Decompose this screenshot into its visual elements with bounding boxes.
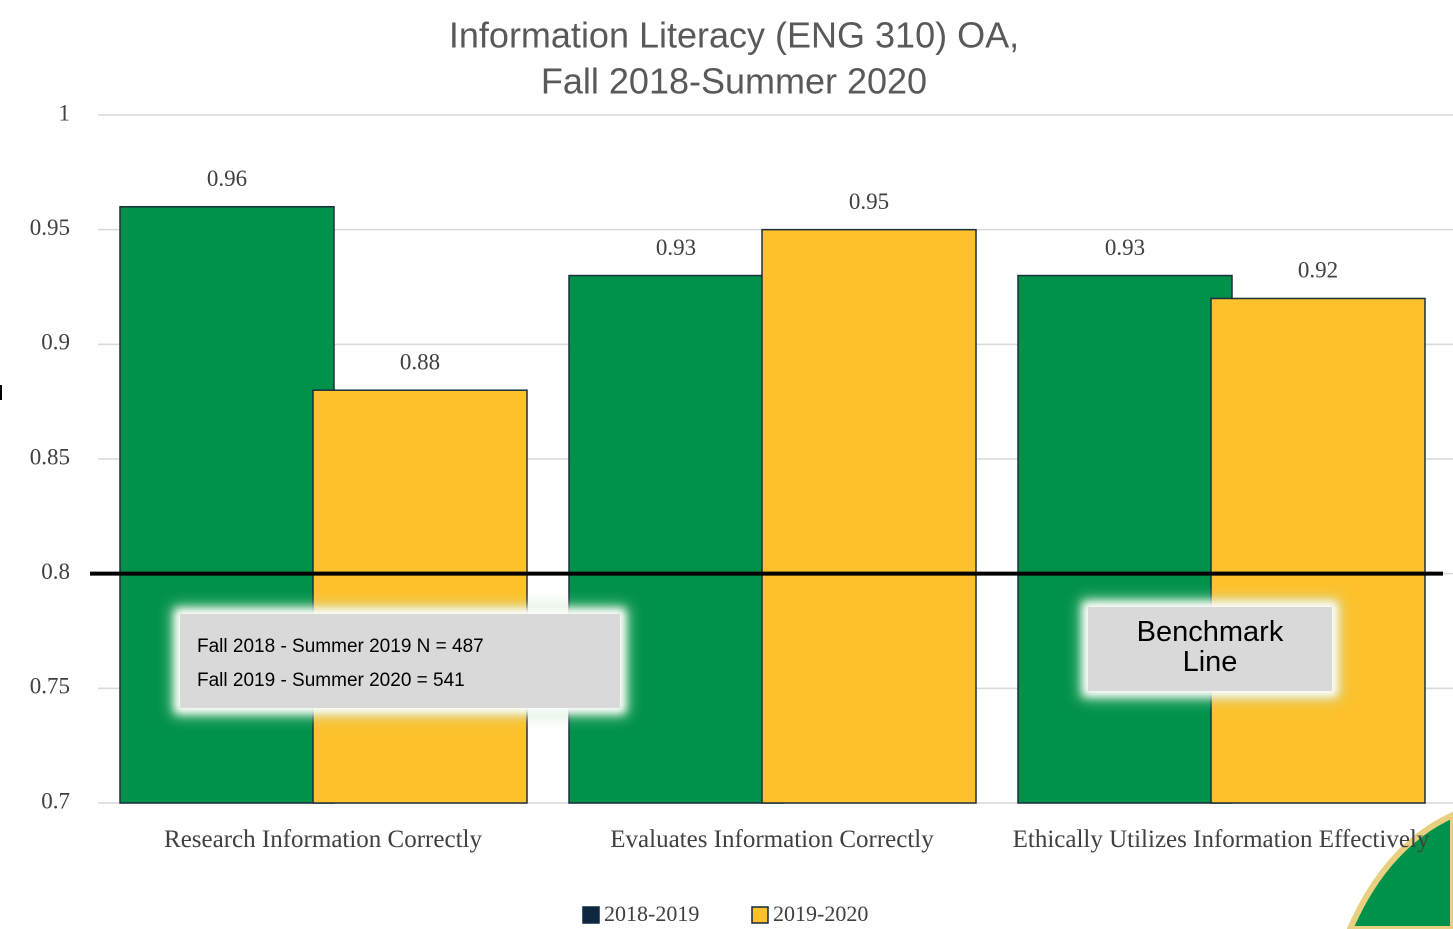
bar [1017, 274, 1233, 804]
legend-label: 2019-2020 [773, 901, 868, 926]
chart-title: Fall 2018-Summer 2020 [541, 61, 927, 102]
note: Fall 2019 - Summer 2020 = 541 [197, 670, 465, 691]
chart-title: Information Literacy (ENG 310) OA, [449, 15, 1019, 56]
bar [761, 228, 977, 804]
y-tick-label: 0.95 [30, 215, 70, 240]
note-box: Fall 2018 - Summer 2019 N = 487 Fall 201… [180, 614, 620, 708]
y-tick-label: 1 [59, 100, 71, 125]
value-label: 0.93 [1105, 235, 1145, 260]
bar [568, 274, 784, 804]
value-label: 0.88 [400, 349, 440, 374]
y-tick-label: 0.8 [41, 559, 70, 584]
legend-swatch [751, 906, 769, 924]
bar [312, 389, 528, 804]
y-tick-label: 0.75 [30, 674, 70, 699]
x-tick-label: Ethically Utilizes Information Effective… [1012, 826, 1430, 853]
y-tick-label: 0.7 [41, 788, 70, 813]
x-tick-label: Evaluates Information Correctly [610, 826, 934, 853]
value-label: 0.93 [656, 235, 696, 260]
value-label: 0.92 [1298, 258, 1338, 283]
x-tick-label: Research Information Correctly [164, 826, 482, 853]
bar [1210, 297, 1426, 804]
y-tick-label: 0.9 [41, 330, 70, 355]
benchmark-label: Benchmark Line [1088, 607, 1332, 691]
y-tick-label: 0.85 [30, 444, 70, 469]
legend-label: 2018-2019 [604, 901, 699, 926]
bar [119, 205, 335, 804]
value-label: 0.96 [207, 166, 247, 191]
note: Fall 2018 - Summer 2019 N = 487 [197, 636, 484, 657]
value-label: 0.95 [849, 189, 889, 214]
legend-swatch [582, 906, 600, 924]
